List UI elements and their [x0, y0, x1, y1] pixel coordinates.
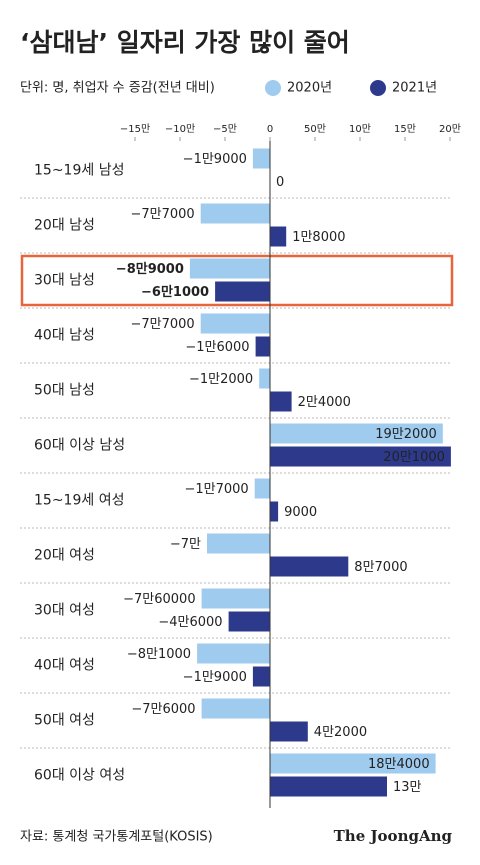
bar [254, 478, 270, 499]
legend-swatch [265, 80, 281, 96]
category-label: 50대 여성 [34, 713, 95, 729]
value-label: 2만4000 [298, 395, 351, 410]
bar [270, 556, 349, 577]
value-label: 18만4000 [368, 757, 430, 772]
bar [201, 698, 270, 719]
value-label: 8만7000 [354, 560, 407, 575]
category-label: 40대 여성 [34, 658, 95, 674]
bar [228, 611, 270, 632]
bar [215, 281, 270, 302]
category-label: 30대 여성 [34, 603, 95, 619]
value-label: 20만1000 [383, 450, 445, 465]
category-label: 15~19세 여성 [34, 493, 124, 509]
value-label: −1만6000 [185, 340, 249, 355]
value-label: −8만9000 [116, 261, 184, 277]
value-label: −1만9000 [183, 152, 247, 167]
value-label: −7만7000 [130, 317, 194, 332]
source: 자료: 통계청 국가통계포털(KOSIS) [20, 830, 213, 845]
bar [252, 148, 270, 169]
bar [270, 721, 308, 742]
category-label: 60대 이상 여성 [34, 768, 125, 784]
bar [200, 203, 270, 224]
bar [270, 753, 436, 774]
category-label: 30대 남성 [34, 273, 95, 289]
x-tick-label: 15만 [394, 123, 416, 135]
value-label: −1만2000 [189, 372, 253, 387]
x-tick-label: −15만 [120, 123, 150, 135]
bar [259, 368, 270, 389]
x-tick-label: 0 [267, 124, 273, 135]
bar [197, 643, 270, 664]
legend-label: 2021년 [392, 81, 437, 96]
category-label: 60대 이상 남성 [34, 438, 125, 454]
bar [270, 226, 287, 247]
x-tick-label: −5만 [213, 123, 237, 135]
value-label: −1만7000 [184, 482, 248, 497]
category-label: 20대 남성 [34, 218, 95, 234]
bar [270, 423, 443, 444]
value-label: 9000 [284, 505, 317, 520]
bar [255, 336, 270, 357]
value-label: 19만2000 [375, 427, 437, 442]
legend-label: 2020년 [287, 81, 332, 96]
value-label: −8만1000 [127, 647, 191, 662]
subtitle: 단위: 명, 취업자 수 증감(전년 대비) [20, 81, 215, 96]
highlight-box [20, 254, 454, 307]
bar [201, 588, 270, 609]
category-label: 20대 여성 [34, 548, 95, 564]
bar [207, 533, 270, 554]
value-label: −1만9000 [183, 670, 247, 685]
legend-swatch [370, 80, 386, 96]
value-label: 4만2000 [314, 725, 367, 740]
value-label: −6만1000 [141, 284, 209, 300]
bar [200, 313, 270, 334]
brand: The JoongAng [334, 827, 453, 845]
category-label: 15~19세 남성 [34, 163, 124, 179]
value-label: −7만6000 [131, 702, 195, 717]
value-label: 0 [276, 175, 284, 190]
x-tick-label: 50만 [304, 123, 326, 135]
bar [252, 666, 270, 687]
bar [270, 446, 451, 467]
x-tick-label: 10만 [349, 123, 371, 135]
bar [270, 501, 279, 522]
bar [270, 776, 387, 797]
bar [270, 391, 292, 412]
value-label: −4만6000 [158, 615, 222, 630]
value-label: −7만7000 [130, 207, 194, 222]
bar [189, 258, 270, 279]
value-label: 13만 [393, 780, 422, 795]
x-tick-label: 20만 [439, 123, 461, 135]
value-label: −7만 [170, 537, 201, 552]
category-label: 40대 남성 [34, 328, 95, 344]
chart-title: ‘삼대남’ 일자리 가장 많이 줄어 [20, 28, 350, 57]
value-label: 1만8000 [292, 230, 345, 245]
category-label: 50대 남성 [34, 383, 95, 399]
value-label: −7만60000 [123, 592, 195, 607]
x-tick-label: −10만 [165, 123, 195, 135]
